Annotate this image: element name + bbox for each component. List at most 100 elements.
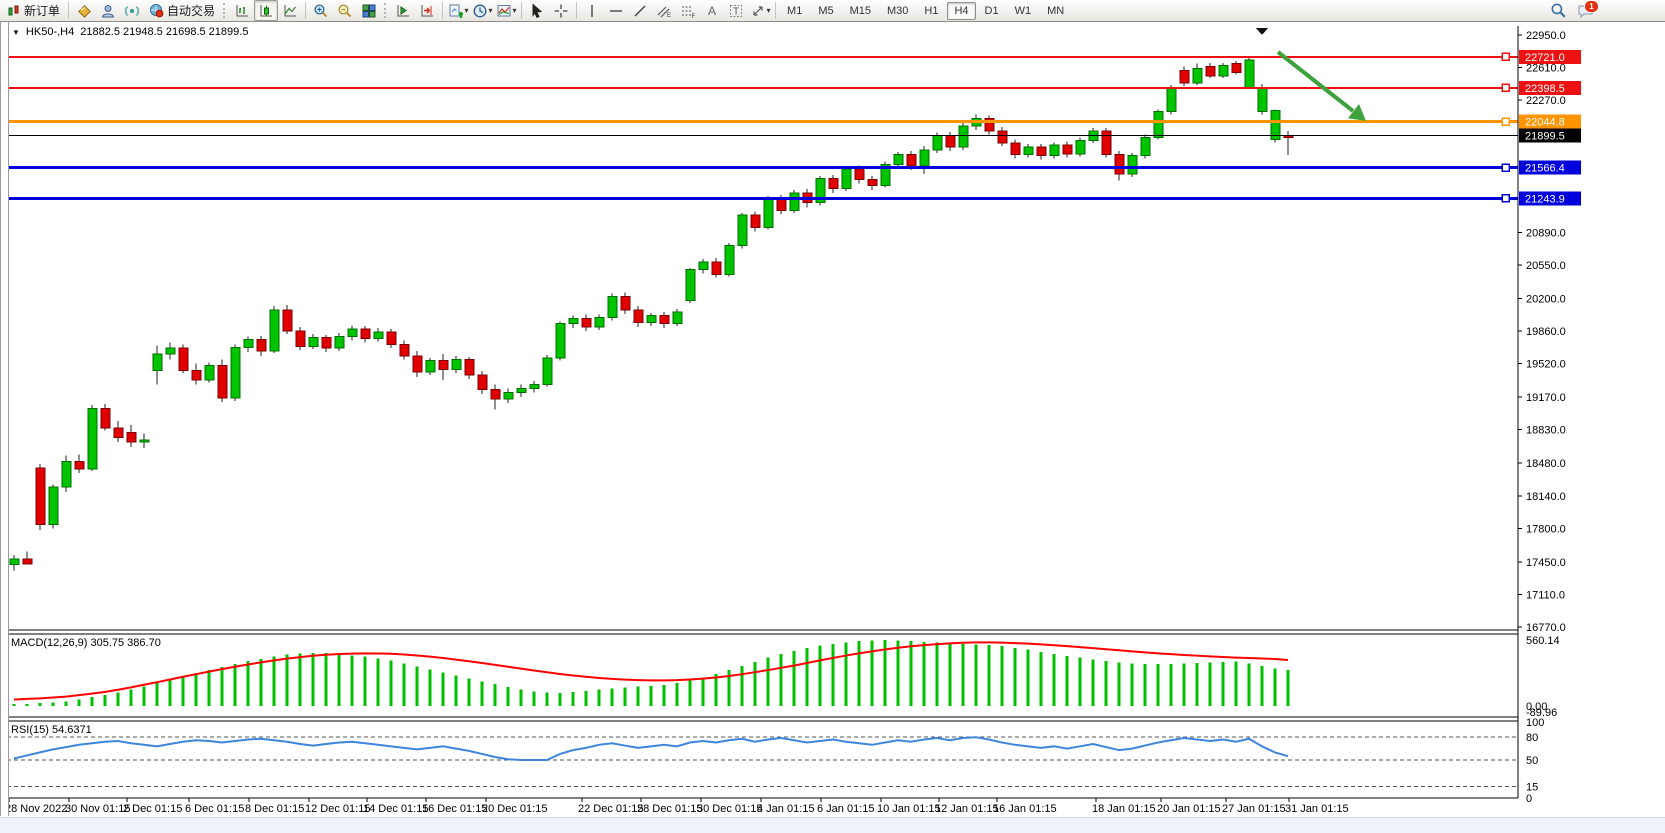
zoom-in-button[interactable] xyxy=(309,0,333,21)
period-dropdown[interactable]: ▾ xyxy=(470,0,494,21)
dropdown-caret-icon: ▾ xyxy=(766,6,771,15)
bottom-strip xyxy=(0,817,1665,833)
svg-text:4 Jan 01:15: 4 Jan 01:15 xyxy=(757,803,815,815)
svg-text:28 Nov 2022: 28 Nov 2022 xyxy=(5,803,67,815)
zoom-out-icon xyxy=(338,3,352,17)
timeframe-D1[interactable]: D1 xyxy=(984,4,999,17)
svg-text:F: F xyxy=(692,14,696,19)
svg-text:2 Dec 01:15: 2 Dec 01:15 xyxy=(123,803,182,815)
horizontal-line-button[interactable] xyxy=(604,0,628,21)
svg-text:560.14: 560.14 xyxy=(1526,635,1560,647)
auto-trading-label: 自动交易 xyxy=(167,4,216,18)
timeframe-H1[interactable]: H1 xyxy=(924,4,939,17)
svg-text:18 Jan 01:15: 18 Jan 01:15 xyxy=(1092,803,1156,815)
svg-text:0: 0 xyxy=(1526,793,1532,805)
svg-text:30 Dec 01:15: 30 Dec 01:15 xyxy=(697,803,762,815)
auto-scroll-button[interactable] xyxy=(391,0,415,21)
toolbar-separator xyxy=(576,2,578,19)
chart-menu-icon[interactable]: ▼ xyxy=(12,27,20,37)
svg-text:A: A xyxy=(708,4,716,18)
new-chart-icon xyxy=(449,4,463,18)
svg-text:18830.0: 18830.0 xyxy=(1526,425,1566,437)
svg-text:15: 15 xyxy=(1526,782,1538,794)
crosshair-button[interactable] xyxy=(549,0,573,21)
new-chart-dropdown[interactable]: ▾ xyxy=(446,0,470,21)
new-order-label: 新订单 xyxy=(24,4,61,18)
bar-chart-button[interactable] xyxy=(230,0,254,21)
svg-text:19170.0: 19170.0 xyxy=(1526,392,1566,404)
trendline-button[interactable] xyxy=(628,0,652,21)
timeframe-MN[interactable]: MN xyxy=(1047,4,1065,17)
tile-windows-icon xyxy=(362,4,376,17)
svg-text:12 Jan 01:15: 12 Jan 01:15 xyxy=(935,803,999,815)
trend-arrow-head xyxy=(1348,104,1366,121)
svg-text:80: 80 xyxy=(1526,732,1538,744)
navigator-button[interactable] xyxy=(120,0,144,21)
chart-end-marker xyxy=(1256,28,1268,35)
timeframe-M1[interactable]: M1 xyxy=(787,4,803,17)
candlestick-chart-button[interactable] xyxy=(254,0,279,21)
svg-text:27 Jan 01:15: 27 Jan 01:15 xyxy=(1222,803,1286,815)
equidistant-channel-button[interactable]: E xyxy=(652,0,676,21)
text-label-icon: T xyxy=(730,4,743,17)
toolbar-separator xyxy=(442,2,444,19)
market-watch-button[interactable] xyxy=(72,0,96,21)
signal-icon xyxy=(124,5,140,16)
candlestick-icon xyxy=(260,4,273,16)
svg-text:22950.0: 22950.0 xyxy=(1526,30,1566,42)
svg-text:E: E xyxy=(667,13,671,19)
chart-title: ▼ HK50-,H4 21882.5 21948.5 21698.5 21899… xyxy=(12,26,248,38)
zoom-out-button[interactable] xyxy=(333,0,357,21)
timeframe-H4[interactable]: H4 xyxy=(947,1,976,20)
level-line-handle xyxy=(1501,83,1510,93)
svg-text:22270.0: 22270.0 xyxy=(1526,95,1566,107)
tile-windows-button[interactable] xyxy=(357,0,381,21)
diamond-icon xyxy=(78,4,91,18)
arrows-dropdown[interactable]: ▾ xyxy=(748,0,772,21)
svg-text:30 Nov 01:15: 30 Nov 01:15 xyxy=(65,803,130,815)
chart-ohlc-readout: 21882.5 21948.5 21698.5 21899.5 xyxy=(80,26,249,38)
cursor-button[interactable] xyxy=(525,0,549,21)
macd-indicator-label: MACD(12,26,9) 305.75 386.70 xyxy=(11,637,161,649)
vertical-line-button[interactable] xyxy=(580,0,604,21)
levels-layer[interactable] xyxy=(0,50,1518,203)
search-icon[interactable] xyxy=(1550,2,1567,19)
svg-text:22721.0: 22721.0 xyxy=(1525,52,1565,64)
toolbar-separator xyxy=(68,2,70,19)
line-chart-icon xyxy=(284,4,297,16)
level-line-handle xyxy=(1501,117,1510,126)
text-button[interactable]: A xyxy=(700,0,724,21)
dropdown-caret-icon: ▾ xyxy=(464,6,469,15)
chart-window[interactable]: 22950.0 22610.0 22270.0 20890.0 20550.0 20200… xyxy=(0,22,1665,833)
timeframe-M5[interactable]: M5 xyxy=(818,4,834,17)
rsi-indicator-label: RSI(15) 54.6371 xyxy=(11,724,92,736)
toolbar-separator xyxy=(775,2,777,19)
line-chart-button[interactable] xyxy=(278,0,302,21)
arrows-icon xyxy=(752,5,763,16)
chart-shift-icon xyxy=(421,4,434,16)
text-label-button[interactable]: T xyxy=(724,0,748,21)
auto-scroll-icon xyxy=(397,4,410,16)
template-icon xyxy=(497,4,511,16)
timeframe-M30[interactable]: M30 xyxy=(887,4,909,17)
notifications-button[interactable]: 1 xyxy=(1575,0,1599,20)
svg-text:12 Dec 01:15: 12 Dec 01:15 xyxy=(305,803,370,815)
auto-trading-button[interactable]: 自动交易 xyxy=(144,0,220,21)
svg-text:22 Dec 01:15: 22 Dec 01:15 xyxy=(578,803,643,815)
chart-shift-button[interactable] xyxy=(415,0,439,21)
new-order-button[interactable]: 新订单 xyxy=(2,0,65,21)
timeframe-W1[interactable]: W1 xyxy=(1014,4,1032,17)
svg-text:-89.96: -89.96 xyxy=(1526,707,1557,719)
template-dropdown[interactable]: ▾ xyxy=(494,0,518,21)
axis-layer: 22950.0 22610.0 22270.0 20890.0 20550.0 20200… xyxy=(5,30,1581,815)
svg-text:18140.0: 18140.0 xyxy=(1526,491,1566,503)
timeframe-M15[interactable]: M15 xyxy=(849,4,871,17)
svg-text:31 Jan 01:15: 31 Jan 01:15 xyxy=(1285,803,1349,815)
svg-text:50: 50 xyxy=(1526,755,1538,767)
svg-text:21243.9: 21243.9 xyxy=(1525,193,1565,205)
frame-layer xyxy=(0,26,1519,799)
fibonacci-button[interactable]: F xyxy=(676,0,700,21)
chart-canvas[interactable]: 22950.0 22610.0 22270.0 20890.0 20550.0 20200… xyxy=(0,22,1665,832)
data-window-button[interactable] xyxy=(96,0,120,21)
svg-text:21566.4: 21566.4 xyxy=(1525,163,1565,175)
